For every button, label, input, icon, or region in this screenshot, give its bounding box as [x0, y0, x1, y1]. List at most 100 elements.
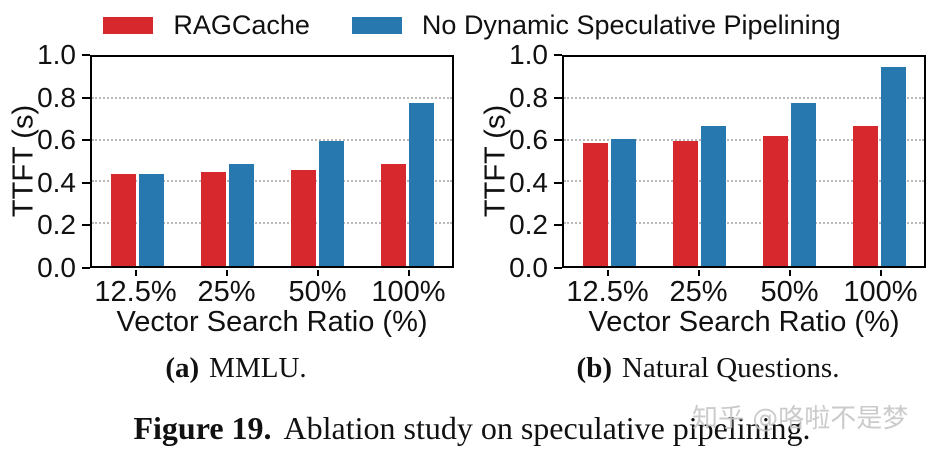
x-tick: 25% [181, 270, 272, 307]
caption-a-title: MMLU. [209, 352, 307, 384]
x-tick-mark [225, 270, 228, 276]
chart-mmlu: TTFT (s) 0.0 0.2 0.4 0.6 0.8 1.0 12.5% 25% 50% 1… [0, 39, 472, 344]
y-tick-mark [82, 96, 90, 99]
gridline [92, 222, 452, 225]
bar-group-12-5 [564, 57, 654, 266]
x-tick: 100% [363, 270, 454, 307]
y-tick-label: 0.6 [509, 124, 548, 156]
bars [564, 57, 924, 266]
y-tick-label: 0.2 [37, 209, 76, 241]
x-tick: 50% [744, 270, 835, 307]
y-tick-label: 0.6 [37, 124, 76, 156]
x-tick-label: 50% [288, 276, 347, 308]
y-tick-mark [82, 139, 90, 142]
bar-no-dynamic-speculative-pipelining [790, 102, 816, 266]
x-tick-mark [788, 270, 791, 276]
figure-caption-label: Figure 19. [133, 410, 272, 446]
bar-group-50 [744, 57, 834, 266]
y-tick-mark [82, 54, 90, 56]
y-tick-label: 0.4 [37, 166, 76, 198]
bar-group-50 [272, 57, 362, 266]
legend-label-no-dynamic-speculative-pipelining: No Dynamic Speculative Pipelining [421, 9, 841, 40]
charts-row: TTFT (s) 0.0 0.2 0.4 0.6 0.8 1.0 12.5% 25% 50% 1… [0, 39, 944, 344]
y-tick-mark [82, 181, 90, 184]
bar-no-dynamic-speculative-pipelining [700, 125, 726, 266]
x-tick-label: 12.5% [566, 276, 649, 308]
chart-natural-questions: TTFT (s) 0.0 0.2 0.4 0.6 0.8 1.0 12.5% 25% 50% 1… [472, 39, 944, 344]
x-tick-mark [606, 270, 609, 276]
bar-ragcache [762, 136, 788, 266]
figure-caption: Figure 19. Ablation study on speculative … [0, 410, 944, 447]
x-tick-label: 100% [843, 276, 918, 308]
legend-label-ragcache: RAGCache [173, 9, 310, 40]
bar-ragcache [290, 169, 316, 266]
y-tick-label: 0.4 [509, 166, 548, 198]
x-tick-label: 25% [197, 276, 256, 308]
y-tick-label: 0.0 [37, 252, 76, 283]
x-axis-ticks: 12.5% 25% 50% 100% [90, 270, 454, 307]
x-tick-label: 100% [371, 276, 446, 308]
figure-caption-text: Ablation study on speculative pipelining… [283, 410, 811, 446]
gridline [564, 180, 924, 183]
legend-swatch-no-dynamic-speculative-pipelining [351, 16, 402, 34]
chart-legend: RAGCache No Dynamic Speculative Pipelini… [0, 6, 944, 44]
gridlines [564, 57, 924, 266]
gridline [564, 222, 924, 225]
y-tick-mark [554, 181, 562, 184]
y-axis-ticks: 0.0 0.2 0.4 0.6 0.8 1.0 [472, 39, 562, 284]
y-tick-mark [554, 267, 562, 269]
bar-no-dynamic-speculative-pipelining [138, 174, 164, 266]
subcaptions-row: (a) MMLU. (b) Natural Questions. [0, 352, 944, 385]
bar-group-25 [654, 57, 744, 266]
x-tick: 12.5% [90, 270, 181, 307]
x-tick-mark [879, 270, 882, 276]
caption-a-label: (a) [165, 352, 200, 384]
bar-group-25 [182, 57, 272, 266]
y-tick-label: 0.2 [509, 209, 548, 241]
caption-b-title: Natural Questions. [621, 352, 840, 384]
bar-no-dynamic-speculative-pipelining [408, 102, 434, 266]
x-axis-title: Vector Search Ratio (%) [588, 306, 900, 338]
x-tick-mark [407, 270, 410, 276]
caption-b: (b) Natural Questions. [472, 352, 944, 385]
x-tick-mark [134, 270, 137, 276]
bar-group-100 [362, 57, 452, 266]
y-tick-label: 1.0 [37, 39, 76, 70]
gridline [92, 138, 452, 141]
x-tick: 12.5% [562, 270, 653, 307]
legend-item-no-dynamic-speculative-pipelining: No Dynamic Speculative Pipelining [351, 9, 841, 40]
bars [92, 57, 452, 266]
gridline [564, 138, 924, 141]
y-tick-mark [554, 224, 562, 227]
bar-no-dynamic-speculative-pipelining [318, 140, 344, 266]
x-axis-title: Vector Search Ratio (%) [116, 306, 428, 338]
caption-a: (a) MMLU. [0, 352, 472, 385]
bar-group-100 [834, 57, 924, 266]
y-tick-label: 1.0 [509, 39, 548, 70]
bar-ragcache [582, 142, 608, 266]
x-tick-label: 12.5% [94, 276, 177, 308]
x-tick-label: 25% [669, 276, 728, 308]
x-tick-mark [697, 270, 700, 276]
y-tick-mark [554, 139, 562, 142]
legend-item-ragcache: RAGCache [103, 9, 310, 40]
bar-ragcache [110, 174, 136, 266]
bar-ragcache [200, 171, 226, 266]
y-tick-label: 0.8 [509, 81, 548, 113]
bar-ragcache [852, 125, 878, 266]
x-tick-mark [316, 270, 319, 276]
plot-area [562, 55, 926, 268]
y-tick-mark [554, 96, 562, 99]
gridline [92, 180, 452, 183]
gridline [92, 96, 452, 99]
plot-area [90, 55, 454, 268]
bar-group-12-5 [92, 57, 182, 266]
y-tick-label: 0.8 [37, 81, 76, 113]
gridlines [92, 57, 452, 266]
y-axis-ticks: 0.0 0.2 0.4 0.6 0.8 1.0 [0, 39, 90, 284]
x-tick: 100% [835, 270, 926, 307]
y-tick-mark [82, 224, 90, 227]
caption-b-label: (b) [576, 352, 612, 384]
bar-no-dynamic-speculative-pipelining [228, 163, 254, 266]
y-tick-mark [82, 267, 90, 269]
